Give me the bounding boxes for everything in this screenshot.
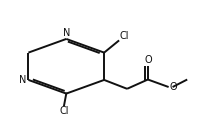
Text: O: O: [144, 55, 152, 65]
Text: Cl: Cl: [59, 106, 69, 116]
Text: N: N: [63, 28, 70, 38]
Text: Cl: Cl: [119, 31, 128, 41]
Text: O: O: [169, 82, 177, 92]
Text: N: N: [19, 75, 27, 85]
